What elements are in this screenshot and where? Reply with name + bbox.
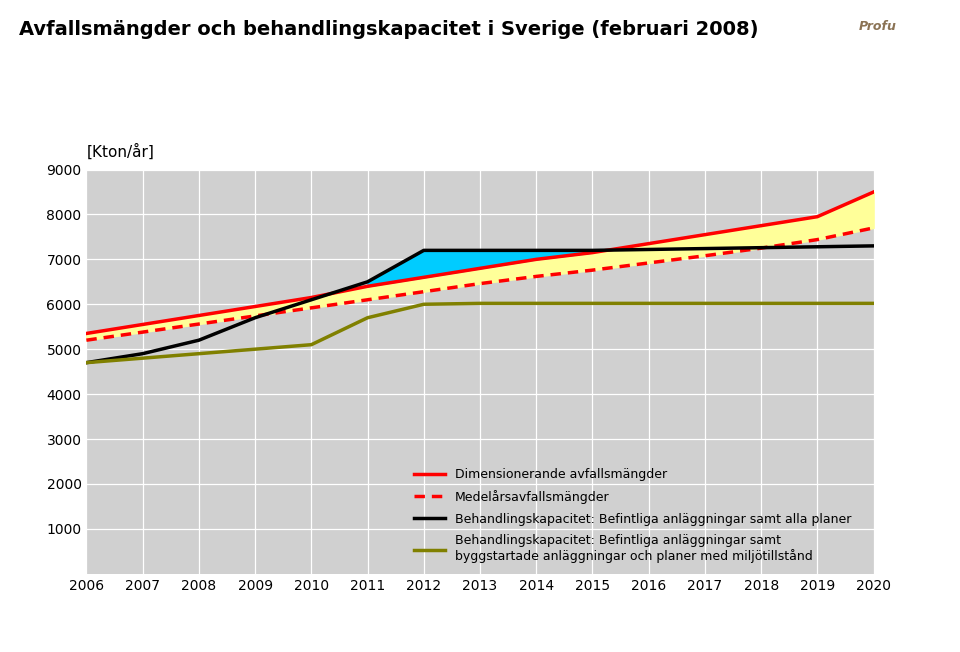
- Text: Avfallsmängder och behandlingskapacitet i Sverige (februari 2008): Avfallsmängder och behandlingskapacitet …: [19, 20, 758, 38]
- Text: [Kton/år]: [Kton/år]: [86, 143, 155, 160]
- Text: Profu: Profu: [859, 20, 897, 33]
- Legend: Dimensionerande avfallsmängder, Medelårsavfallsmängder, Behandlingskapacitet: Be: Dimensionerande avfallsmängder, Medelårs…: [414, 468, 852, 563]
